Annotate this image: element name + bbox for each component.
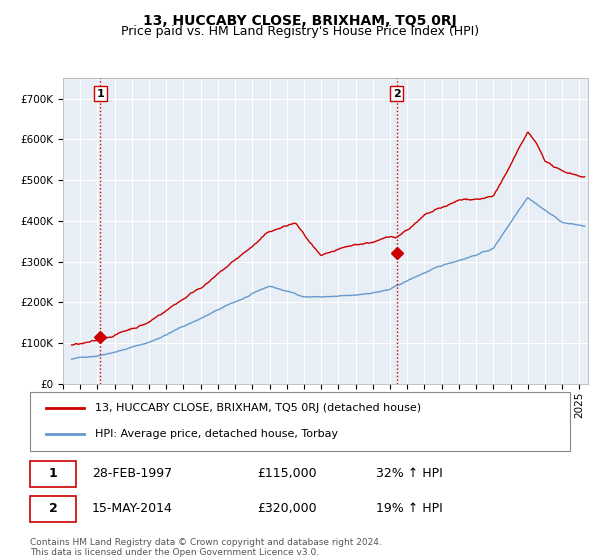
Text: 28-FEB-1997: 28-FEB-1997	[92, 468, 172, 480]
Text: 13, HUCCABY CLOSE, BRIXHAM, TQ5 0RJ: 13, HUCCABY CLOSE, BRIXHAM, TQ5 0RJ	[143, 14, 457, 28]
Text: £115,000: £115,000	[257, 468, 316, 480]
FancyBboxPatch shape	[30, 460, 76, 487]
Text: HPI: Average price, detached house, Torbay: HPI: Average price, detached house, Torb…	[95, 430, 338, 440]
Text: Contains HM Land Registry data © Crown copyright and database right 2024.
This d: Contains HM Land Registry data © Crown c…	[30, 538, 382, 557]
Text: Price paid vs. HM Land Registry's House Price Index (HPI): Price paid vs. HM Land Registry's House …	[121, 25, 479, 38]
FancyBboxPatch shape	[30, 496, 76, 522]
Text: 2: 2	[49, 502, 58, 515]
Text: 19% ↑ HPI: 19% ↑ HPI	[376, 502, 442, 515]
Text: 15-MAY-2014: 15-MAY-2014	[92, 502, 173, 515]
Text: £320,000: £320,000	[257, 502, 316, 515]
Text: 1: 1	[49, 468, 58, 480]
Text: 32% ↑ HPI: 32% ↑ HPI	[376, 468, 442, 480]
Text: 1: 1	[97, 88, 104, 99]
Text: 13, HUCCABY CLOSE, BRIXHAM, TQ5 0RJ (detached house): 13, HUCCABY CLOSE, BRIXHAM, TQ5 0RJ (det…	[95, 403, 421, 413]
Text: 2: 2	[392, 88, 400, 99]
FancyBboxPatch shape	[30, 392, 570, 451]
